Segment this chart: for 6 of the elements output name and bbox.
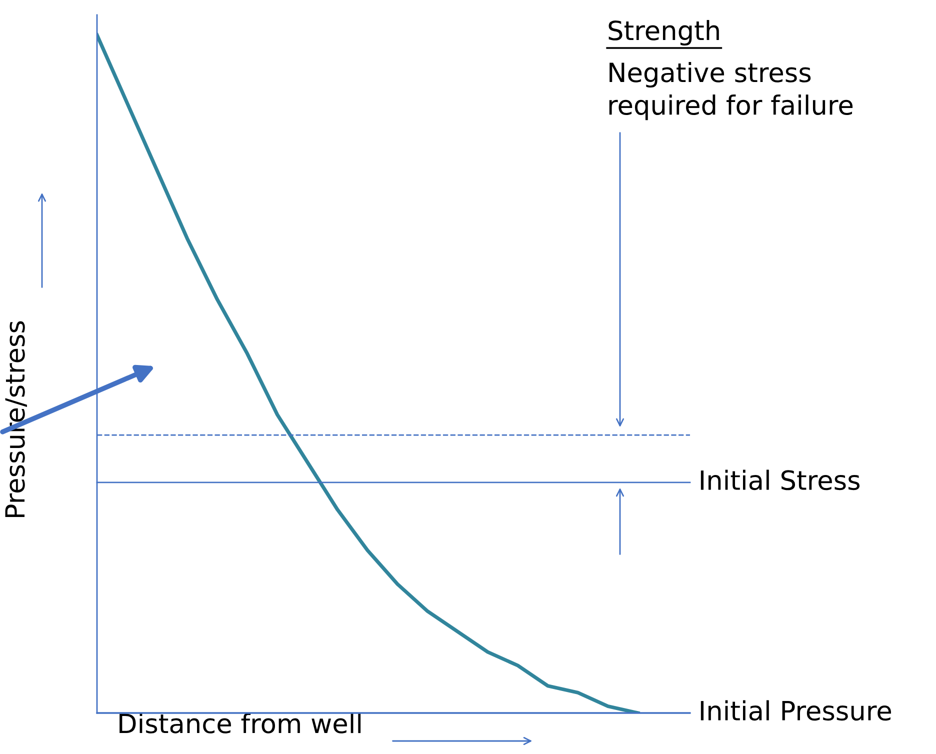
annotation: Negative stress required for failure: [609, 62, 853, 120]
ref-line-label: Initial Stress: [700, 470, 860, 490]
x-axis-title: Distance from well: [120, 713, 361, 734]
ref-line-label: Initial Pressure: [700, 700, 891, 721]
y-axis-title: Pressure/stress: [5, 321, 27, 518]
annotation: Strength: [608, 20, 719, 46]
